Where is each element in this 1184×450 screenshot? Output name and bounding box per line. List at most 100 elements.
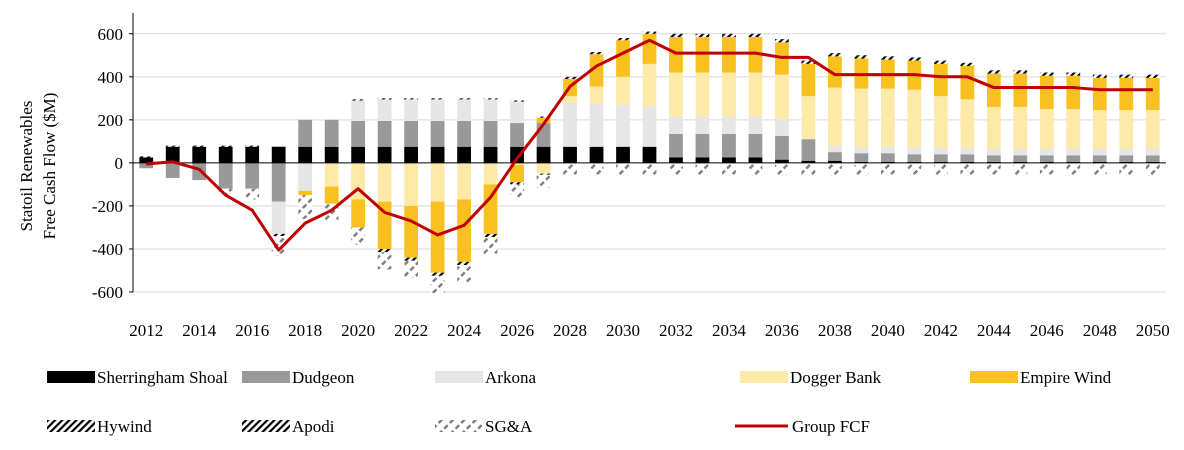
bar-segment-sherringham-shoal-2032	[669, 157, 683, 163]
bar-segment-apodi-2033	[695, 33, 710, 35]
bar-segment-arkona-2032	[669, 116, 683, 134]
bar-segment-empire-wind-2033	[695, 36, 710, 73]
bar-segment-dogger-bank-2034	[722, 72, 736, 117]
bar-segment-empire-wind-2035	[748, 36, 763, 73]
bar-segment-hywind-2034	[722, 34, 736, 37]
bar-layer	[139, 31, 1160, 294]
y-tick-label: -400	[92, 240, 123, 259]
bar-segment-sherringham-shoal-2042	[933, 161, 948, 163]
bar-segment-hywind-2047	[1066, 73, 1081, 76]
bar-segment-hywind-2015	[218, 145, 233, 147]
y-tick-label: -200	[92, 197, 123, 216]
bar-segment-hywind-2027	[536, 173, 551, 175]
bar-segment-dudgeon-2023	[430, 120, 445, 147]
bar-segment-apodi-2045	[1013, 70, 1028, 72]
bar-segment-sherringham-shoal-2050	[1145, 161, 1160, 163]
bar-segment-hywind-2040	[881, 57, 895, 60]
bar-segment-dudgeon-2044	[986, 155, 1001, 162]
legend-label: Empire Wind	[1020, 368, 1112, 387]
bar-segment-sg-a-2027	[536, 174, 551, 188]
x-tick-label: 2020	[341, 321, 375, 340]
bar-segment-arkona-2018	[298, 162, 313, 191]
bar-segment-arkona-2017	[271, 201, 286, 234]
bar-segment-sherringham-shoal-2018	[298, 146, 313, 163]
bar-segment-arkona-2024	[457, 99, 471, 121]
legend-swatch	[740, 371, 788, 383]
bar-segment-dogger-bank-2027	[536, 162, 551, 174]
legend-swatch	[242, 420, 290, 432]
bar-segment-apodi-2023	[430, 98, 445, 100]
bar-segment-empire-wind-2023	[430, 201, 445, 273]
bar-segment-empire-wind-2029	[589, 54, 604, 87]
bar-segment-sherringham-shoal-2013	[165, 146, 180, 163]
bar-segment-arkona-2042	[933, 147, 948, 155]
bar-segment-empire-wind-2043	[960, 66, 975, 100]
bar-segment-sg-a-2026	[510, 184, 524, 198]
bar-segment-hywind-2048	[1092, 75, 1107, 78]
bar-segment-dogger-bank-2035	[748, 72, 763, 117]
bar-segment-sg-a-2046	[1039, 162, 1054, 176]
bar-segment-hywind-2041	[907, 58, 922, 61]
bar-segment-apodi-2025	[483, 98, 498, 100]
x-tick-label: 2036	[765, 321, 799, 340]
bar-segment-empire-wind-2025	[483, 184, 498, 234]
bar-segment-dogger-bank-2045	[1013, 106, 1028, 149]
bar-segment-arkona-2029	[589, 103, 604, 147]
bar-segment-empire-wind-2024	[457, 199, 471, 262]
legend-label: Hywind	[97, 417, 152, 436]
bar-segment-sherringham-shoal-2048	[1092, 161, 1107, 163]
bar-segment-sg-a-2017	[271, 236, 286, 256]
x-tick-label: 2026	[500, 321, 534, 340]
bar-segment-hywind-2026	[510, 182, 524, 185]
legend-item-sg-a: SG&A	[435, 417, 533, 436]
bar-segment-empire-wind-2018	[298, 190, 313, 196]
bar-segment-sherringham-shoal-2031	[642, 146, 657, 163]
bar-segment-sherringham-shoal-2044	[986, 161, 1001, 163]
legend-item-dudgeon: Dudgeon	[242, 368, 355, 387]
legend-swatch	[435, 371, 483, 383]
bar-segment-dudgeon-2036	[775, 135, 789, 160]
bar-segment-apodi-2039	[854, 55, 869, 57]
bar-segment-apodi-2040	[881, 56, 895, 58]
bar-segment-dudgeon-2041	[907, 154, 922, 162]
bar-segment-sherringham-shoal-2047	[1066, 161, 1081, 163]
bar-segment-dogger-bank-2023	[430, 162, 445, 202]
bar-segment-dudgeon-2034	[722, 133, 736, 158]
fcf-line-layer	[146, 38, 1153, 252]
x-tick-label: 2038	[818, 321, 852, 340]
bar-segment-sg-a-2015	[218, 188, 233, 196]
bar-segment-hywind-2032	[669, 34, 683, 37]
bar-segment-sherringham-shoal-2015	[218, 146, 233, 163]
bar-segment-dudgeon-2015	[218, 162, 233, 189]
bar-segment-arkona-2046	[1039, 148, 1054, 156]
bar-segment-sg-a-2016	[245, 188, 260, 200]
bar-segment-dogger-bank-2025	[483, 162, 498, 185]
x-tick-label: 2018	[288, 321, 322, 340]
legend-label: Apodi	[292, 417, 335, 436]
bar-segment-dogger-bank-2019	[324, 162, 339, 187]
bar-segment-hywind-2050	[1145, 75, 1160, 78]
bar-segment-apodi-2044	[986, 70, 1001, 72]
bar-segment-hywind-2029	[589, 53, 604, 55]
bar-segment-hywind-2033	[695, 34, 710, 37]
bar-segment-empire-wind-2042	[933, 63, 948, 97]
bar-segment-empire-wind-2027	[536, 117, 551, 124]
bar-segment-sherringham-shoal-2034	[722, 157, 736, 163]
bar-segment-sherringham-shoal-2017	[271, 146, 286, 163]
bar-segment-dudgeon-2016	[245, 162, 260, 189]
bar-segment-apodi-2042	[933, 60, 948, 62]
bar-segment-apodi-2034	[722, 33, 736, 35]
bar-segment-arkona-2033	[695, 116, 710, 134]
bar-segment-arkona-2023	[430, 99, 445, 121]
bar-segment-dogger-bank-2044	[986, 106, 1001, 149]
bar-segment-dudgeon-2021	[377, 120, 392, 147]
bar-segment-dudgeon-2027	[536, 123, 551, 147]
bar-segment-sg-a-2035	[748, 162, 763, 176]
bar-segment-dogger-bank-2026	[510, 162, 524, 166]
bar-segment-arkona-2048	[1092, 148, 1107, 156]
bar-segment-hywind-2013	[165, 145, 180, 147]
bar-segment-sg-a-2040	[881, 162, 895, 176]
bar-segment-dogger-bank-2028	[563, 96, 577, 103]
bar-segment-arkona-2028	[563, 102, 577, 147]
bar-segment-dogger-bank-2039	[854, 88, 869, 147]
